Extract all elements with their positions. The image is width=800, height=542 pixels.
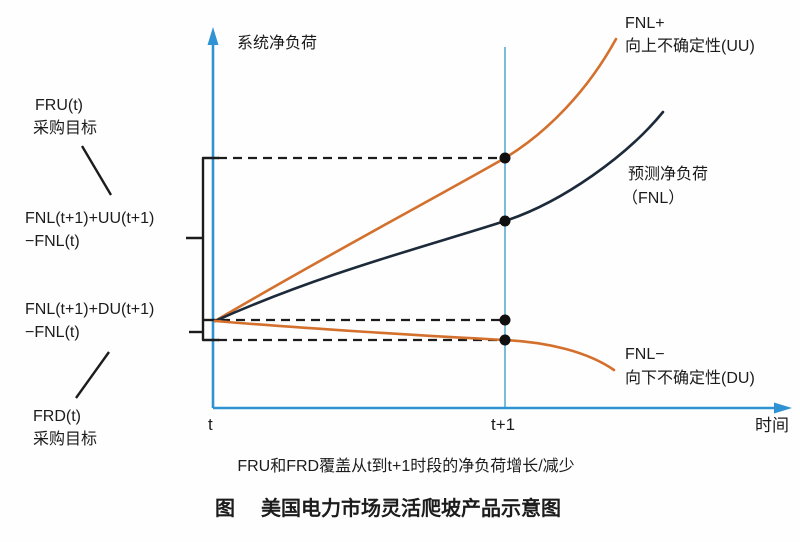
pointer-line-fru — [80, 145, 113, 196]
annotation-uu-formula: FNL(t+1)+UU(t+1) −FNL(t) — [25, 210, 154, 250]
curve-label-fnl-minus: FNL− 向下不确定性(DU) — [625, 346, 755, 387]
annotation-frd: FRD(t) 采购目标 — [33, 408, 97, 448]
fnl-minus-label-line2: 向下不确定性(DU) — [625, 369, 755, 387]
point-uu-level — [499, 152, 511, 164]
fnl-plus-label-line1: FNL+ — [625, 15, 665, 32]
curve-fnl-minus — [213, 319, 616, 372]
fnl-label-line2: （FNL） — [622, 189, 684, 207]
curve-label-fnl: 预测净负荷 （FNL） — [622, 165, 708, 207]
uu-formula-line2: −FNL(t) — [25, 233, 80, 250]
curve-fnl-plus — [213, 37, 618, 323]
figure-title: 美国电力市场灵活爬坡产品示意图 — [261, 496, 561, 520]
curve-fnl-forecast — [213, 110, 665, 323]
uu-formula-line1: FNL(t+1)+UU(t+1) — [25, 210, 154, 227]
bracket — [201, 156, 219, 342]
fnl-minus-label-line1: FNL− — [625, 346, 665, 363]
figure-title-prefix: 图 — [215, 497, 235, 520]
pointer-line-frd — [75, 351, 110, 399]
frd-label-line2: 采购目标 — [33, 430, 97, 448]
annotation-du-formula: FNL(t+1)+DU(t+1) −FNL(t) — [25, 301, 154, 341]
y-axis-label: 系统净负荷 — [237, 34, 317, 52]
fru-label-line1: FRU(t) — [35, 97, 83, 114]
fnl-label-line1: 预测净负荷 — [628, 165, 708, 183]
du-formula-line1: FNL(t+1)+DU(t+1) — [25, 301, 154, 318]
du-formula-line2: −FNL(t) — [25, 324, 80, 341]
x-tick-t1: t+1 — [491, 415, 515, 434]
fru-label-line2: 采购目标 — [33, 119, 97, 137]
fnl-plus-label-line2: 向上不确定性(UU) — [625, 37, 755, 55]
annotation-fru: FRU(t) 采购目标 — [33, 97, 97, 137]
figure-caption: FRU和FRD覆盖从t到t+1时段的净负荷增长/减少 — [237, 457, 574, 475]
axes-group — [207, 27, 792, 414]
curve-label-fnl-plus: FNL+ 向上不确定性(UU) — [625, 15, 755, 55]
point-du-level — [499, 334, 511, 346]
y-axis-arrow-icon — [207, 27, 219, 45]
x-tick-t: t — [208, 415, 213, 434]
frd-label-line1: FRD(t) — [33, 408, 81, 425]
point-fnl-forecast — [499, 215, 511, 227]
x-axis-arrow-icon — [774, 402, 792, 414]
x-axis-label: 时间 — [755, 416, 789, 435]
point-fnl-t-level — [499, 314, 511, 326]
